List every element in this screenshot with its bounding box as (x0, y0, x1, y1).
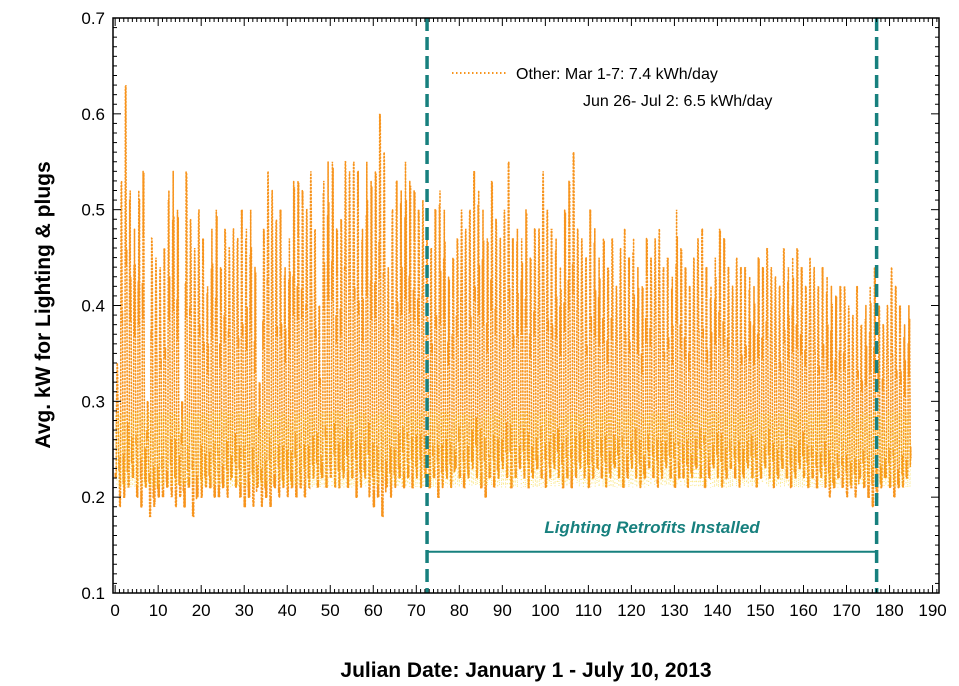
x-tick-label: 170 (832, 601, 860, 620)
annotation-text: Lighting Retrofits Installed (544, 518, 760, 537)
x-tick-label: 80 (450, 601, 469, 620)
y-tick-label: 0.4 (81, 297, 105, 316)
y-axis-title: Avg. kW for Lighting & plugs (32, 161, 55, 448)
x-tick-label: 120 (617, 601, 645, 620)
x-tick-label: 90 (493, 601, 512, 620)
x-axis-title: Julian Date: January 1 - July 10, 2013 (340, 659, 711, 682)
x-tick-label: 70 (407, 601, 426, 620)
x-tick-label: 140 (703, 601, 731, 620)
y-tick-label: 0.5 (81, 201, 105, 220)
x-tick-label: 50 (321, 601, 340, 620)
x-tick-label: 0 (110, 601, 119, 620)
x-tick-label: 130 (660, 601, 688, 620)
x-tick-label: 110 (575, 601, 602, 620)
ticks-layer (113, 17, 939, 594)
x-tick-label: 60 (364, 601, 383, 620)
y-tick-label: 0.6 (81, 105, 105, 124)
x-tick-label: 30 (235, 601, 254, 620)
x-tick-label: 160 (789, 601, 817, 620)
y-tick-label: 0.1 (81, 584, 105, 603)
legend-text-line1: Other: Mar 1-7: 7.4 kWh/day (516, 66, 718, 83)
x-tick-label: 20 (192, 601, 211, 620)
legend-text-line2: Jun 26- Jul 2: 6.5 kWh/day (583, 93, 772, 110)
tick-labels-layer: 0 10 20 30 40 50 60 70 80 90 100 110 120 130 140 150 160… (81, 9, 946, 620)
marker-layer (425, 18, 879, 593)
y-tick-label: 0.7 (81, 9, 105, 28)
series-layer (114, 85, 912, 518)
x-tick-label: 10 (149, 601, 168, 620)
legend: Other: Mar 1-7: 7.4 kWh/day Jun 26- Jul … (452, 66, 772, 110)
x-tick-label: 40 (278, 601, 297, 620)
x-tick-label: 150 (746, 601, 774, 620)
series-line-secondary (114, 410, 912, 488)
x-tick-label: 190 (918, 601, 946, 620)
y-tick-label: 0.2 (81, 488, 105, 507)
y-tick-label: 0.3 (81, 392, 105, 411)
x-tick-label: 180 (875, 601, 903, 620)
x-tick-label: 100 (531, 601, 559, 620)
